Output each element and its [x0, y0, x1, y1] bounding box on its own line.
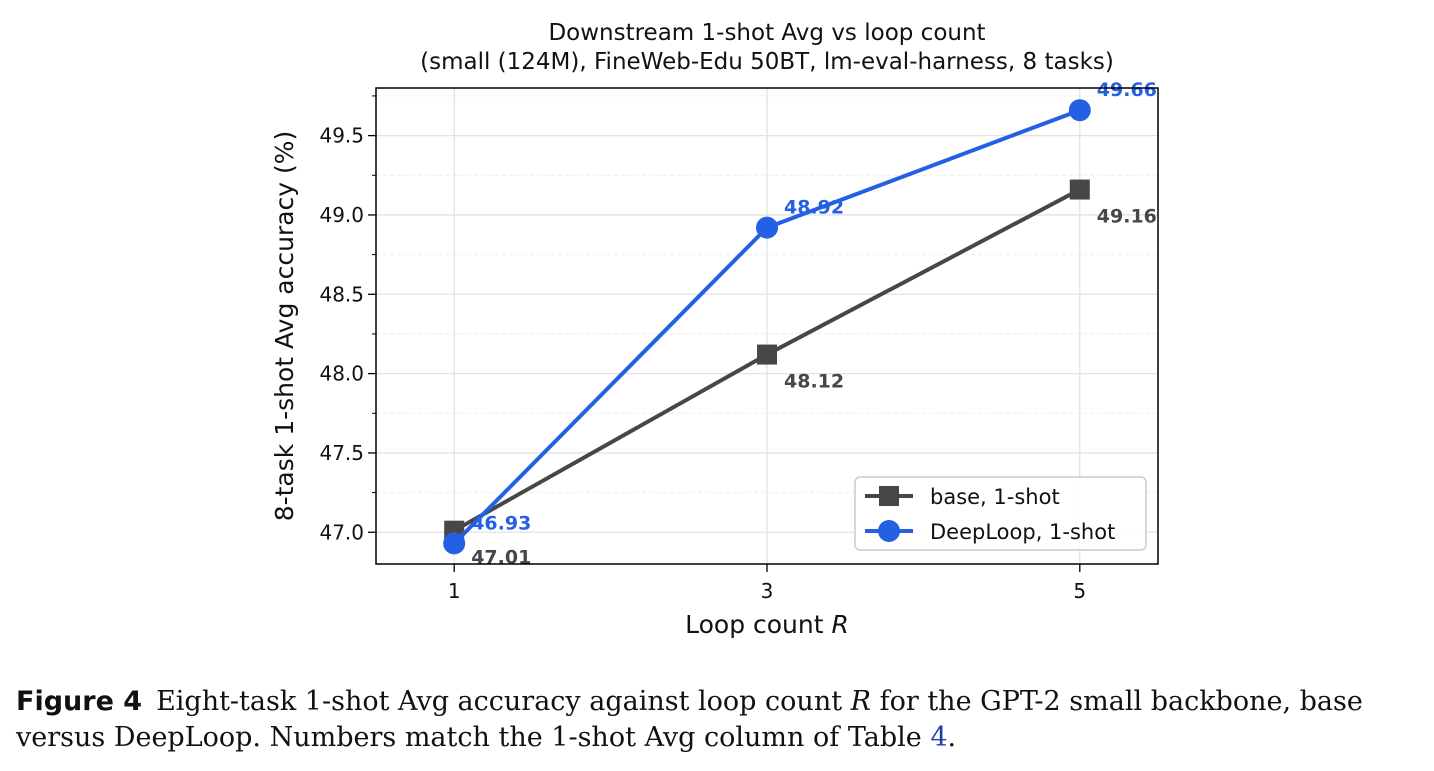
y-tick-label: 47.0: [319, 520, 364, 544]
legend-box: [854, 476, 1147, 551]
data-labels: 47.01 48.12 49.16 46.93 48.92 49.66: [471, 79, 1157, 568]
grid: [376, 88, 1158, 564]
line-chart: Downstream 1-shot Avg vs loop count (sma…: [270, 20, 1159, 639]
data-label-deeploop: 46.93: [471, 512, 531, 534]
legend: base, 1-shot DeepLoop, 1-shot: [854, 476, 1147, 551]
data-label-deeploop: 49.66: [1097, 79, 1157, 101]
caption-text-2: for the GPT-2 small backbone, base versu…: [16, 686, 1363, 753]
data-point-deeploop: [443, 532, 466, 555]
x-tick-label: 5: [1073, 579, 1086, 603]
legend-deeploop-marker: [878, 520, 900, 542]
y-tick-label: 49.5: [319, 124, 364, 148]
y-tick-label: 47.5: [319, 441, 364, 465]
chart-title: Downstream 1-shot Avg vs loop count: [548, 20, 985, 46]
caption-end: .: [947, 722, 957, 753]
figure-caption: Figure 4 Eight-task 1-shot Avg accuracy a…: [16, 684, 1426, 756]
data-point-deeploop: [756, 216, 778, 239]
caption-text-1: Eight-task 1-shot Avg accuracy against l…: [156, 686, 843, 717]
y-tick-label: 49.0: [319, 203, 364, 227]
y-tick-label: 48.0: [319, 362, 364, 386]
x-tick-label: 1: [448, 579, 461, 603]
data-point-deeploop: [1068, 99, 1091, 122]
axis-ticks: 47.0 47.5 48.0 48.5 49.0 49.5 1 3 5: [319, 95, 1086, 603]
series-group: [443, 99, 1091, 555]
x-axis-label: Loop count R: [685, 610, 849, 639]
y-tick-label: 48.5: [319, 282, 364, 306]
x-tick-label: 3: [761, 579, 774, 603]
figure-number: Figure 4: [16, 686, 143, 717]
legend-base-label: base, 1-shot: [930, 485, 1060, 509]
table-reference-link[interactable]: 4: [930, 722, 948, 753]
data-label-base: 49.16: [1097, 206, 1157, 228]
legend-base-marker: [879, 486, 899, 506]
data-point-base: [757, 344, 777, 365]
data-label-base: 48.12: [784, 371, 844, 393]
y-axis-label: 8-task 1-shot Avg accuracy (%): [270, 131, 299, 522]
legend-deeploop-label: DeepLoop, 1-shot: [930, 520, 1115, 544]
chart-subtitle: (small (124M), FineWeb-Edu 50BT, lm-eval…: [420, 49, 1114, 75]
data-point-base: [1069, 179, 1090, 200]
caption-variable: R: [850, 686, 871, 717]
data-label-base: 47.01: [471, 547, 531, 569]
data-label-deeploop: 48.92: [784, 197, 844, 219]
